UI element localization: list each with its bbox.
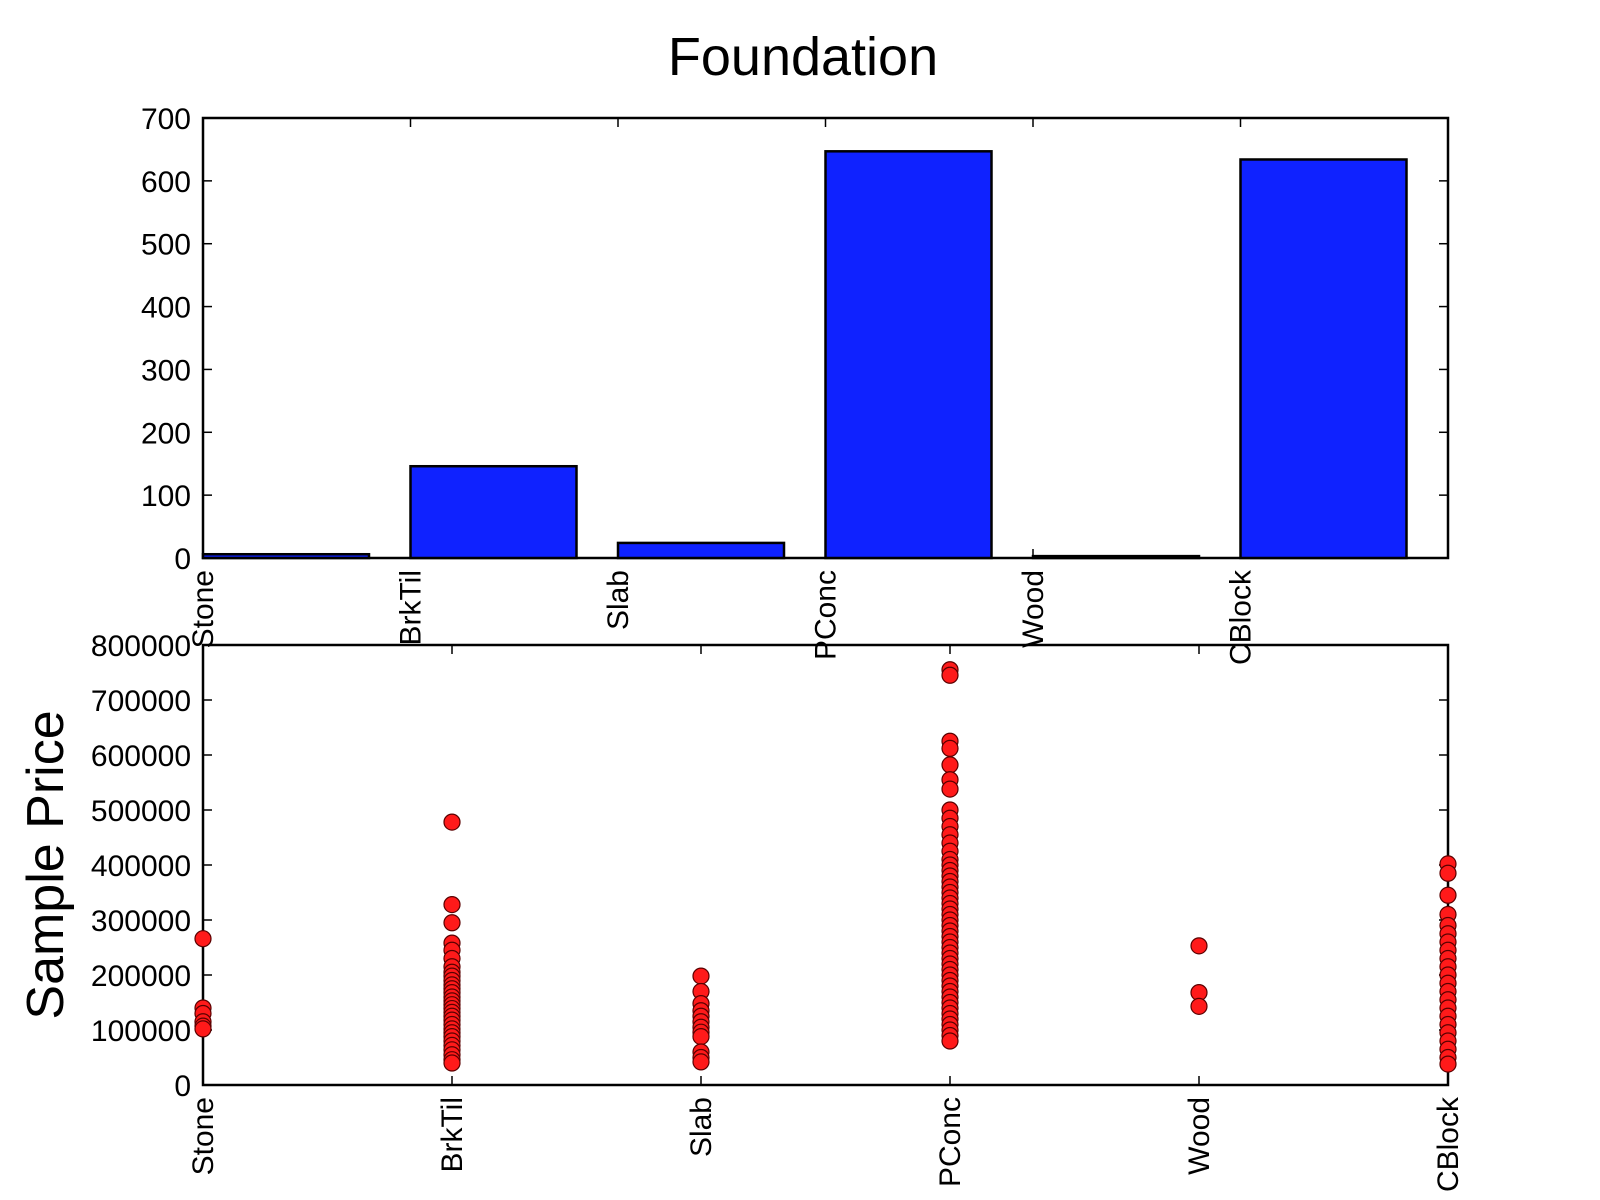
scatter-y-tick-label: 400000 (91, 850, 191, 883)
scatter-x-tick-label: Slab (685, 1097, 718, 1157)
bar-stone (201, 552, 371, 560)
bar-x-tick-label: Stone (187, 570, 220, 648)
scatter-chart-y-ticks: 0 100000 200000 300000 400000 500000 600000 700… (91, 630, 1448, 1103)
scatter-y-tick-label: 700000 (91, 685, 191, 718)
bar-x-tick-label: Slab (602, 570, 635, 630)
bar-y-tick-label: 0 (174, 543, 191, 576)
scatter-y-tick-label: 600000 (91, 740, 191, 773)
scatter-point-slab (692, 967, 710, 985)
scatter-point-cblock (1439, 1055, 1457, 1073)
scatter-x-tick-label: BrkTil (436, 1097, 469, 1173)
bar-x-tick-label: BrkTil (395, 570, 428, 646)
bar-wood (1031, 554, 1201, 560)
bar-cblock (1239, 158, 1408, 560)
scatter-y-tick-label: 500000 (91, 795, 191, 828)
scatter-point-stone (194, 930, 212, 948)
bar-chart-y-ticks: 0 100 200 300 400 500 600 700 (141, 103, 1448, 576)
bar-brktil (409, 464, 578, 560)
bar-chart-axes: 0 100 200 300 400 500 600 700 Stone BrkTil Slab PC… (141, 103, 1450, 665)
scatter-y-tick-label: 800000 (91, 630, 191, 663)
scatter-point-brktil (443, 1054, 461, 1072)
scatter-point-pconc (941, 780, 959, 798)
bar-x-tick-label: PConc (810, 570, 843, 660)
bar-chart-x-labels: Stone BrkTil Slab PConc Wood CBlock (187, 118, 1258, 665)
bar-y-tick-label: 400 (141, 292, 191, 325)
scatter-point-cblock (1439, 886, 1457, 904)
scatter-chart-points (194, 661, 1457, 1073)
scatter-x-tick-label: CBlock (1432, 1096, 1465, 1192)
scatter-point-pconc (941, 756, 959, 774)
scatter-chart-axes: 0 100000 200000 300000 400000 500000 600000 700… (17, 630, 1465, 1192)
bar-y-tick-label: 200 (141, 417, 191, 450)
scatter-point-pconc (941, 1032, 959, 1050)
bar-y-tick-label: 600 (141, 166, 191, 199)
chart-title: Foundation (668, 27, 938, 87)
scatter-chart-frame (201, 643, 1450, 1087)
scatter-y-axis-label: Sample Price (17, 710, 75, 1019)
scatter-point-pconc (941, 739, 959, 758)
scatter-x-tick-label: Stone (187, 1097, 220, 1175)
bar-y-tick-label: 500 (141, 229, 191, 262)
bar-slab (616, 541, 786, 560)
scatter-y-tick-label: 100000 (91, 1015, 191, 1048)
bar-y-tick-label: 100 (141, 480, 191, 513)
scatter-point-slab (692, 1053, 710, 1071)
scatter-point-brktil (443, 813, 461, 831)
scatter-y-tick-label: 200000 (91, 960, 191, 993)
scatter-y-tick-label: 300000 (91, 905, 191, 938)
scatter-x-tick-label: Wood (1183, 1097, 1216, 1175)
scatter-point-pconc (941, 666, 959, 684)
scatter-point-slab (692, 1027, 710, 1046)
scatter-chart-x-labels: Stone BrkTil Slab PConc Wood CBlock (187, 645, 1465, 1192)
scatter-x-tick-label: PConc (934, 1097, 967, 1187)
scatter-point-stone (194, 1020, 212, 1038)
bar-x-tick-label: CBlock (1225, 569, 1258, 665)
scatter-point-brktil (443, 914, 461, 932)
bar-pconc (824, 150, 993, 560)
scatter-point-cblock (1439, 864, 1457, 882)
scatter-y-tick-label: 0 (174, 1070, 191, 1103)
scatter-point-wood (1190, 997, 1208, 1015)
bar-x-tick-label: Wood (1017, 570, 1050, 648)
bar-chart-bars (201, 150, 1408, 560)
bar-y-tick-label: 700 (141, 103, 191, 136)
scatter-point-wood (1190, 937, 1208, 955)
scatter-point-brktil (443, 895, 461, 914)
bar-y-tick-label: 300 (141, 354, 191, 387)
